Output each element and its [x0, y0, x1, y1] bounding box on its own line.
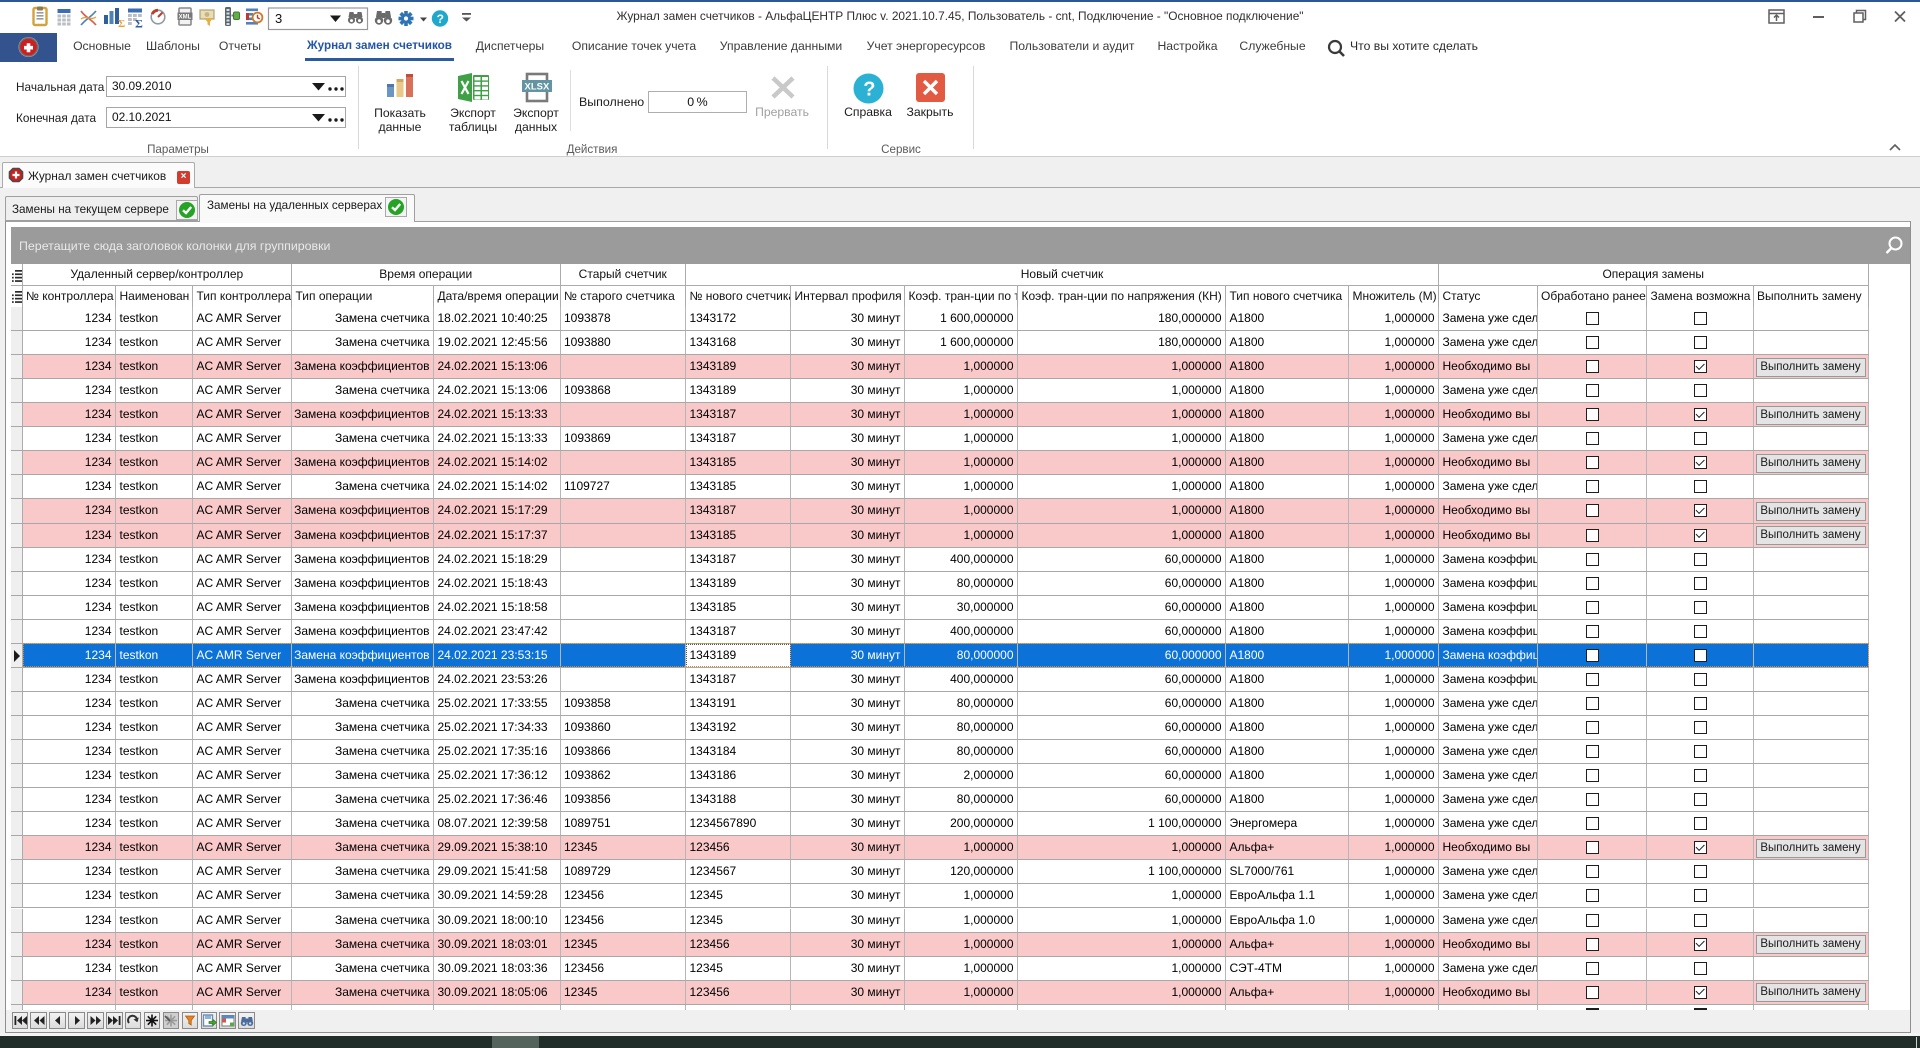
svg-text:?: ?	[863, 79, 875, 101]
svg-text:Σ: Σ	[118, 18, 125, 30]
svg-text:3: 3	[275, 11, 282, 26]
svg-text:XLSX: XLSX	[525, 82, 550, 93]
svg-text:Σ: Σ	[135, 17, 143, 31]
svg-text:XML: XML	[179, 15, 192, 21]
svg-text:?: ?	[437, 12, 444, 26]
